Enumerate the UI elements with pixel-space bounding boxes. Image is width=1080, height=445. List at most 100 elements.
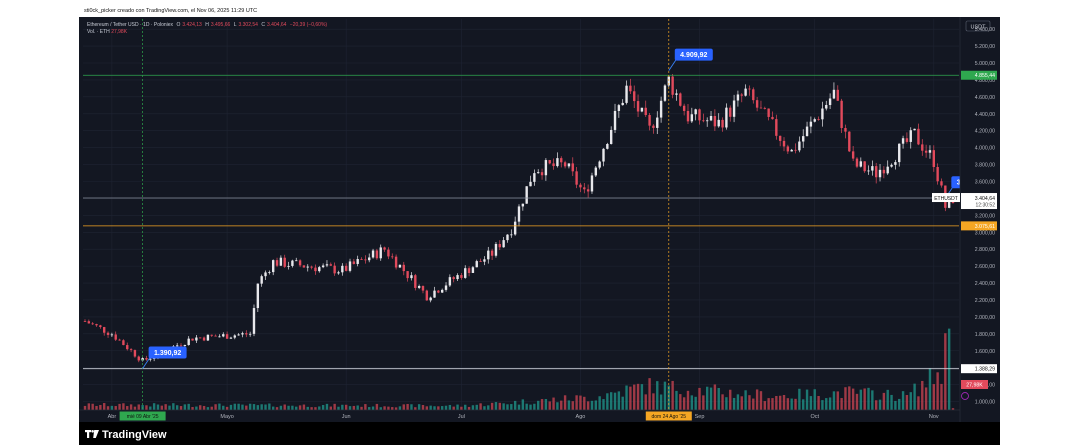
candle[interactable] bbox=[540, 172, 544, 176]
candle[interactable] bbox=[567, 163, 571, 167]
candle[interactable] bbox=[91, 323, 94, 325]
currency-badge[interactable] bbox=[965, 20, 991, 32]
candle[interactable] bbox=[199, 337, 202, 339]
candle[interactable] bbox=[464, 268, 467, 278]
candle[interactable] bbox=[126, 345, 129, 350]
price-axis[interactable] bbox=[960, 17, 1000, 422]
candle[interactable] bbox=[659, 100, 663, 118]
candle[interactable] bbox=[690, 114, 694, 122]
candle[interactable] bbox=[698, 109, 701, 121]
candle[interactable] bbox=[118, 339, 121, 341]
candle[interactable] bbox=[748, 88, 751, 90]
candle[interactable] bbox=[410, 275, 413, 279]
candle[interactable] bbox=[859, 161, 863, 167]
candle[interactable] bbox=[483, 259, 486, 262]
candle[interactable] bbox=[260, 276, 263, 284]
candle[interactable] bbox=[798, 141, 801, 151]
candle[interactable] bbox=[387, 249, 390, 257]
candle[interactable] bbox=[137, 356, 140, 361]
candle[interactable] bbox=[279, 257, 283, 266]
candle[interactable] bbox=[325, 264, 329, 266]
candle[interactable] bbox=[533, 173, 536, 182]
symbol-price-badge[interactable] bbox=[932, 193, 960, 203]
candle[interactable] bbox=[890, 164, 893, 167]
candle[interactable] bbox=[836, 89, 839, 101]
candle[interactable] bbox=[863, 161, 866, 172]
candle[interactable] bbox=[867, 170, 870, 172]
candle[interactable] bbox=[752, 89, 755, 101]
candle[interactable] bbox=[613, 110, 617, 130]
candle[interactable] bbox=[206, 334, 210, 341]
candle[interactable] bbox=[114, 334, 117, 340]
candle[interactable] bbox=[936, 166, 939, 182]
candle[interactable] bbox=[736, 94, 740, 101]
candle[interactable] bbox=[947, 196, 951, 208]
candle[interactable] bbox=[510, 234, 513, 236]
candle[interactable] bbox=[394, 256, 398, 268]
candle[interactable] bbox=[594, 167, 598, 176]
candle[interactable] bbox=[341, 265, 344, 273]
candle[interactable] bbox=[940, 181, 943, 186]
candle[interactable] bbox=[241, 333, 244, 335]
candle[interactable] bbox=[502, 240, 505, 248]
candle[interactable] bbox=[602, 148, 605, 162]
candle[interactable] bbox=[302, 265, 306, 268]
candle[interactable] bbox=[106, 332, 110, 335]
candle[interactable] bbox=[755, 100, 759, 108]
candle[interactable] bbox=[725, 107, 728, 128]
candle[interactable] bbox=[229, 337, 233, 339]
candle[interactable] bbox=[329, 264, 333, 266]
candle[interactable] bbox=[767, 108, 770, 117]
candle[interactable] bbox=[344, 265, 348, 271]
candle[interactable] bbox=[644, 107, 647, 116]
candle[interactable] bbox=[586, 189, 590, 192]
candle[interactable] bbox=[421, 285, 425, 291]
candle[interactable] bbox=[817, 119, 820, 120]
price-annotation[interactable] bbox=[148, 346, 187, 359]
candle[interactable] bbox=[763, 108, 767, 109]
candle[interactable] bbox=[87, 321, 91, 324]
candle[interactable] bbox=[778, 135, 782, 141]
candle[interactable] bbox=[590, 175, 594, 192]
candle[interactable] bbox=[878, 169, 882, 178]
price-level-badge[interactable] bbox=[961, 364, 997, 374]
candle[interactable] bbox=[383, 247, 386, 250]
candle[interactable] bbox=[364, 259, 367, 261]
candle[interactable] bbox=[471, 267, 475, 273]
candle[interactable] bbox=[717, 119, 720, 127]
candle[interactable] bbox=[214, 335, 217, 337]
candle[interactable] bbox=[652, 125, 655, 128]
candle[interactable] bbox=[544, 160, 548, 176]
candle[interactable] bbox=[694, 109, 697, 115]
candle[interactable] bbox=[191, 338, 194, 341]
candle[interactable] bbox=[782, 140, 786, 147]
candle[interactable] bbox=[686, 110, 690, 122]
candle[interactable] bbox=[675, 93, 678, 95]
candle[interactable] bbox=[195, 337, 198, 341]
candle[interactable] bbox=[222, 334, 225, 337]
candle[interactable] bbox=[802, 136, 805, 142]
candle[interactable] bbox=[721, 119, 724, 128]
candle[interactable] bbox=[129, 349, 133, 351]
candle[interactable] bbox=[924, 150, 928, 153]
candle[interactable] bbox=[713, 116, 717, 127]
candle[interactable] bbox=[640, 107, 644, 112]
candle[interactable] bbox=[233, 335, 236, 338]
candle[interactable] bbox=[629, 85, 632, 92]
candle[interactable] bbox=[179, 345, 183, 347]
candle[interactable] bbox=[95, 324, 98, 326]
candle[interactable] bbox=[679, 93, 682, 106]
candle[interactable] bbox=[633, 91, 636, 102]
candle[interactable] bbox=[583, 187, 586, 190]
candle[interactable] bbox=[310, 266, 313, 268]
candle[interactable] bbox=[210, 334, 213, 336]
candle[interactable] bbox=[556, 158, 559, 167]
candle[interactable] bbox=[525, 186, 528, 204]
candle[interactable] bbox=[379, 247, 382, 259]
candle[interactable] bbox=[314, 267, 317, 272]
candle[interactable] bbox=[705, 120, 709, 122]
candle[interactable] bbox=[494, 243, 498, 256]
candle[interactable] bbox=[521, 203, 525, 207]
candle[interactable] bbox=[448, 277, 452, 286]
candle[interactable] bbox=[122, 340, 125, 346]
